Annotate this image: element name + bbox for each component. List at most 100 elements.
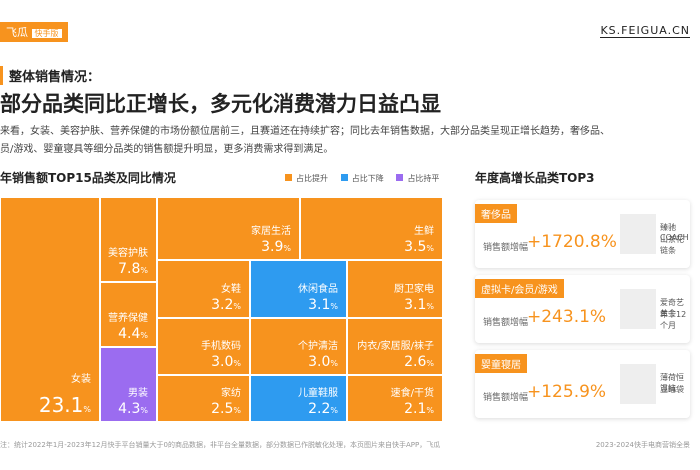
cell-value: 3.0% (211, 354, 241, 370)
card: 婴童寝居销售额增幅 +125.9% 薄荷恒温抗 豆睡袋 (475, 350, 690, 418)
growth: +125.9% (527, 382, 607, 402)
cell-value-number: 3.2 (211, 297, 234, 313)
cell-value: 2.5% (211, 401, 241, 417)
label: 销售额增幅 (483, 243, 529, 253)
cell-name: 女装 (71, 374, 91, 385)
treemap-cell: 女鞋 3.2% (157, 260, 250, 318)
cell-name: 儿童鞋服 (298, 388, 338, 399)
product-name: 豆睡袋 (660, 385, 684, 394)
cell-unit: % (140, 266, 148, 275)
cell-unit: % (426, 302, 434, 311)
card: 奢侈品销售额增幅 +1720.8% 臻驰COACH 山茶花链条 (475, 200, 690, 268)
growth: +243.1% (527, 307, 607, 327)
treemap-cell: 生鲜 3.5% (300, 197, 443, 260)
product-name: 山茶花链条 (660, 235, 684, 255)
cell-unit: % (283, 244, 291, 253)
product-name: 爱奇艺黄金 (660, 298, 684, 318)
cell-value: 2.1% (404, 401, 434, 417)
cell-value-number: 2.5 (211, 401, 234, 417)
treemap-cell: 女装 23.1% (0, 197, 100, 422)
treemap-cell: 个护清洁 3.0% (250, 318, 347, 375)
cell-name: 厨卫家电 (394, 284, 434, 295)
cell-name: 家居生活 (251, 226, 291, 237)
cell-unit: % (330, 359, 338, 368)
cell-value-number: 3.0 (308, 354, 331, 370)
cell-value: 2.2% (308, 401, 338, 417)
product-image (620, 289, 656, 329)
cell-name: 生鲜 (414, 226, 434, 237)
cell-name: 营养保健 (108, 313, 148, 324)
treemap-title: 年销售额TOP15品类及同比情况 (0, 171, 176, 185)
footer-source: 2023-2024快手电商营销全景 (595, 441, 690, 449)
cell-value-number: 2.1 (404, 401, 427, 417)
legend: 占比提升 占比下降 占比持平 (285, 173, 439, 184)
cell-unit: % (426, 406, 434, 415)
paragraph-line: 来看，女装、美容护肤、营养保健的市场份额位居前三，且赛道还在持续扩容；同比去年销… (0, 126, 610, 137)
cell-unit: % (330, 302, 338, 311)
logo-text: 飞瓜 (6, 26, 28, 39)
treemap-cell: 美容护肤 7.8% (100, 197, 157, 282)
cell-value: 2.6% (404, 354, 434, 370)
headline: 部分品类同比正增长，多元化消费潜力日益凸显 (0, 92, 441, 116)
treemap-cell: 内衣/家居服/袜子 2.6% (347, 318, 443, 375)
legend-item: 占比下降 (351, 174, 384, 183)
cell-unit: % (330, 406, 338, 415)
cell-value-number: 3.0 (211, 354, 234, 370)
cell-value-number: 7.8 (118, 261, 141, 277)
cell-unit: % (426, 359, 434, 368)
cell-value: 4.3% (118, 401, 148, 417)
cell-value: 3.5% (404, 239, 434, 255)
cell-value-number: 3.9 (261, 239, 284, 255)
tag: 奢侈品 (475, 204, 517, 223)
product-name: 臻驰COACH (660, 223, 689, 242)
tag: 虚拟卡/会员/游戏 (475, 279, 564, 298)
treemap-cell: 休闲食品 3.1% (250, 260, 347, 318)
cell-value-number: 3.5 (404, 239, 427, 255)
label: 销售额增幅 (483, 393, 529, 403)
cell-name: 个护清洁 (298, 341, 338, 352)
cell-value-number: 4.3 (118, 401, 141, 417)
cell-value-number: 2.6 (404, 354, 427, 370)
product-image (620, 214, 656, 254)
cell-value-number: 4.4 (118, 326, 141, 342)
cell-value-number: 23.1 (38, 393, 84, 417)
cell-value: 3.9% (261, 239, 291, 255)
cell-value: 3.0% (308, 354, 338, 370)
treemap-cell: 家纺 2.5% (157, 375, 250, 422)
cell-value: 3.1% (308, 297, 338, 313)
tag: 婴童寝居 (475, 354, 527, 373)
badge: 快手版 (31, 29, 62, 38)
site: KS.FEIGUA.CN (600, 24, 690, 38)
treemap-cell: 手机数码 3.0% (157, 318, 250, 375)
cell-name: 休闲食品 (298, 284, 338, 295)
cell-name: 男装 (128, 388, 148, 399)
treemap-cell: 厨卫家电 3.1% (347, 260, 443, 318)
footer-note: 注：统计2022年1月-2023年12月快手平台销量大于0的商品数据，非平台全量… (0, 441, 441, 449)
cell-unit: % (426, 244, 434, 253)
label: 销售额增幅 (483, 318, 529, 328)
cell-value-number: 3.1 (308, 297, 331, 313)
cell-value: 3.1% (404, 297, 434, 313)
cell-value-number: 3.1 (404, 297, 427, 313)
product-image (620, 364, 656, 404)
cell-name: 速食/干货 (390, 388, 434, 399)
cell-unit: % (83, 405, 91, 414)
treemap-cell: 儿童鞋服 2.2% (250, 375, 347, 422)
cell-value: 3.2% (211, 297, 241, 313)
growth: +1720.8% (527, 232, 617, 252)
cell-unit: % (140, 331, 148, 340)
cell-unit: % (140, 406, 148, 415)
treemap-cell: 男装 4.3% (100, 347, 157, 422)
product-name: 年卡12个月 (660, 310, 687, 330)
legend-item: 占比提升 (296, 174, 328, 183)
cell-unit: % (233, 302, 241, 311)
paragraph-line: 员/游戏、婴童寝具等细分品类的销售额提升明显，更多消费需求得到满足。 (0, 144, 334, 155)
product-name: 薄荷恒温抗 (660, 373, 684, 393)
card: 虚拟卡/会员/游戏销售额增幅 +243.1% 爱奇艺黄金 年卡12个月 (475, 275, 690, 343)
treemap-cell: 营养保健 4.4% (100, 282, 157, 347)
cell-name: 手机数码 (201, 341, 241, 352)
section-title: 整体销售情况： (0, 66, 100, 85)
legend-item: 占比持平 (407, 174, 440, 183)
treemap-cell: 速食/干货 2.1% (347, 375, 443, 422)
